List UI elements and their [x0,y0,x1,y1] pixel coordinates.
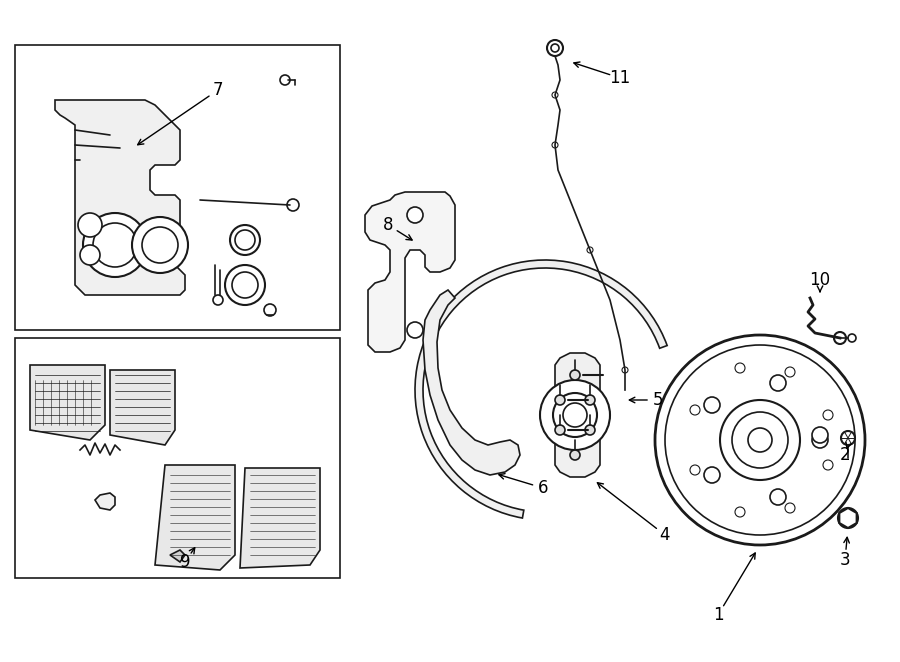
Wedge shape [415,260,667,518]
Circle shape [785,503,795,513]
Polygon shape [555,353,600,477]
Circle shape [585,395,595,405]
Text: 8: 8 [382,216,393,234]
Circle shape [823,410,833,420]
Circle shape [570,450,580,460]
Circle shape [287,199,299,211]
Text: 1: 1 [713,606,724,624]
Text: 5: 5 [652,391,663,409]
Polygon shape [55,100,185,295]
Circle shape [230,225,260,255]
Circle shape [690,465,700,475]
Circle shape [587,247,593,253]
Text: 10: 10 [809,271,831,289]
Circle shape [842,512,854,524]
Circle shape [555,395,565,405]
Polygon shape [423,290,520,475]
Circle shape [770,489,786,505]
Polygon shape [30,365,105,440]
Circle shape [552,92,558,98]
Circle shape [547,40,563,56]
Circle shape [407,322,423,338]
Polygon shape [365,192,455,352]
Circle shape [553,393,597,437]
Circle shape [785,367,795,377]
Circle shape [841,431,855,445]
Circle shape [78,213,102,237]
Circle shape [280,75,290,85]
Circle shape [690,405,700,415]
Circle shape [735,363,745,373]
Circle shape [555,425,565,435]
Circle shape [264,304,276,316]
Circle shape [80,245,100,265]
Text: 9: 9 [180,553,190,571]
Circle shape [655,335,865,545]
Circle shape [225,265,265,305]
Polygon shape [840,508,857,528]
Polygon shape [240,468,320,568]
Circle shape [622,367,628,373]
Bar [15,338,340,578]
Circle shape [132,217,188,273]
Circle shape [540,380,610,450]
Text: 4: 4 [660,526,670,544]
Text: 6: 6 [538,479,548,497]
Circle shape [704,467,720,483]
Circle shape [585,425,595,435]
Circle shape [83,213,147,277]
Circle shape [732,412,788,468]
Circle shape [838,508,858,528]
Circle shape [748,428,772,452]
Circle shape [704,397,720,413]
Circle shape [407,207,423,223]
Circle shape [93,223,137,267]
Circle shape [812,432,828,448]
Text: 3: 3 [840,551,850,569]
Bar [15,45,340,330]
Circle shape [812,427,828,443]
Circle shape [570,370,580,380]
Polygon shape [95,493,115,510]
Circle shape [551,44,559,52]
Polygon shape [110,370,175,445]
Circle shape [665,345,855,535]
Text: 7: 7 [212,81,223,99]
Circle shape [235,230,255,250]
Polygon shape [170,550,185,562]
Text: 2: 2 [840,446,850,464]
Circle shape [848,334,856,342]
Circle shape [735,507,745,517]
Circle shape [232,272,258,298]
Polygon shape [155,465,235,570]
Circle shape [770,375,786,391]
Circle shape [834,332,846,344]
Circle shape [823,460,833,470]
Circle shape [142,227,178,263]
Text: 11: 11 [609,69,631,87]
Circle shape [213,295,223,305]
Circle shape [563,403,587,427]
Circle shape [720,400,800,480]
Circle shape [552,142,558,148]
